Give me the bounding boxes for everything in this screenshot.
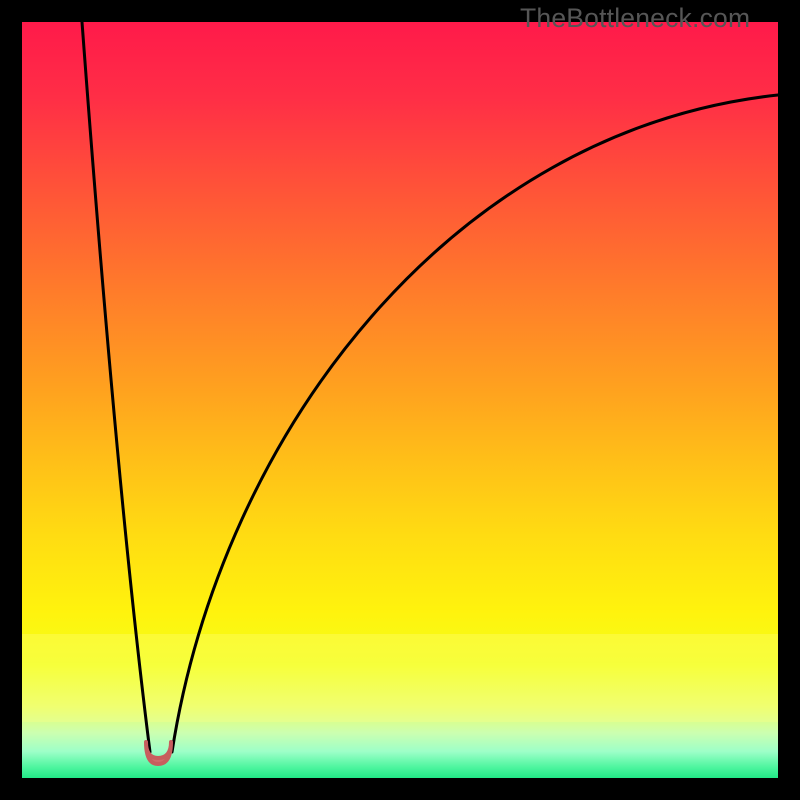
plot-area bbox=[22, 22, 778, 778]
yellow-emphasis-band bbox=[22, 634, 778, 722]
attribution-text: TheBottleneck.com bbox=[520, 3, 750, 34]
chart-svg bbox=[22, 22, 778, 778]
